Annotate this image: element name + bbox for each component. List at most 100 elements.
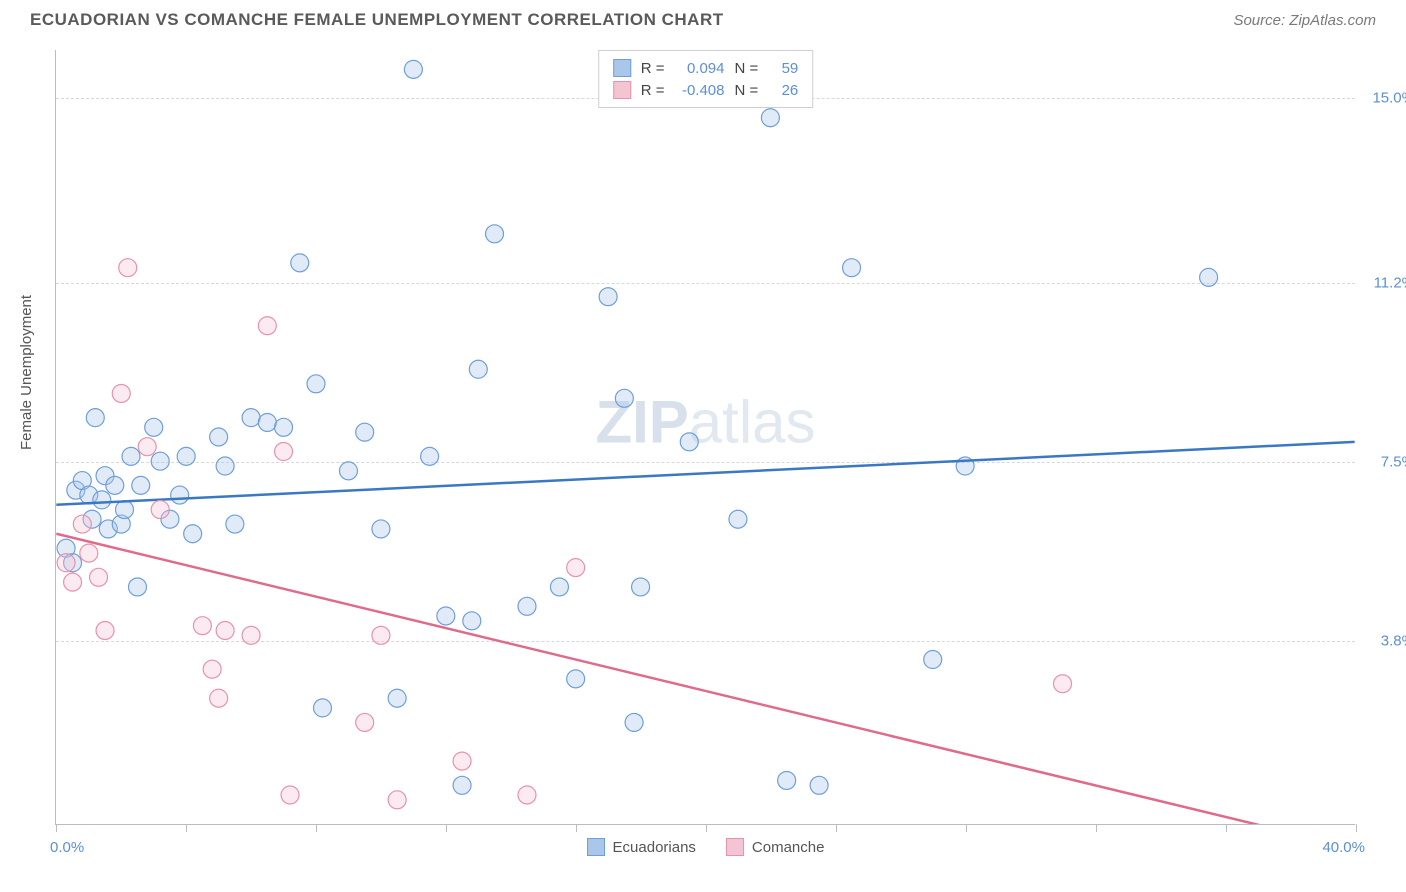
chart-header: ECUADORIAN VS COMANCHE FEMALE UNEMPLOYME… — [0, 0, 1406, 30]
data-point — [112, 384, 130, 402]
data-point — [453, 776, 471, 794]
data-point — [372, 626, 390, 644]
data-point — [275, 418, 293, 436]
x-tick — [706, 824, 707, 832]
data-point — [518, 786, 536, 804]
data-point — [281, 786, 299, 804]
data-point — [486, 225, 504, 243]
data-point — [567, 670, 585, 688]
x-min-label: 0.0% — [50, 839, 84, 856]
y-tick-label: 11.2% — [1374, 274, 1406, 291]
correlation-legend: R = 0.094 N = 59 R = -0.408 N = 26 — [598, 50, 814, 108]
data-point — [778, 771, 796, 789]
data-point — [184, 525, 202, 543]
data-point — [80, 544, 98, 562]
data-point — [625, 713, 643, 731]
data-point — [57, 554, 75, 572]
scatter-svg — [56, 50, 1355, 824]
x-max-label: 40.0% — [1322, 839, 1365, 856]
trend-line — [56, 442, 1354, 505]
data-point — [151, 501, 169, 519]
data-point — [469, 360, 487, 378]
data-point — [356, 713, 374, 731]
legend-item-comanche: Comanche — [726, 838, 825, 856]
data-point — [151, 452, 169, 470]
data-point — [599, 288, 617, 306]
data-point — [116, 501, 134, 519]
data-point — [96, 622, 114, 640]
legend-row-comanche: R = -0.408 N = 26 — [613, 79, 799, 101]
data-point — [843, 259, 861, 277]
data-point — [550, 578, 568, 596]
y-tick-label: 15.0% — [1372, 90, 1406, 107]
data-point — [171, 486, 189, 504]
data-point — [203, 660, 221, 678]
y-tick-label: 7.5% — [1381, 453, 1406, 470]
data-point — [453, 752, 471, 770]
data-point — [242, 409, 260, 427]
data-point — [307, 375, 325, 393]
data-point — [64, 573, 82, 591]
data-point — [138, 438, 156, 456]
series-legend: Ecuadorians Comanche — [587, 838, 825, 856]
data-point — [275, 443, 293, 461]
data-point — [518, 597, 536, 615]
legend-item-ecuadorians: Ecuadorians — [587, 838, 696, 856]
data-point — [119, 259, 137, 277]
data-point — [216, 457, 234, 475]
data-point — [128, 578, 146, 596]
y-axis-label: Female Unemployment — [18, 295, 35, 450]
source-label: Source: ZipAtlas.com — [1233, 12, 1376, 29]
data-point — [463, 612, 481, 630]
data-point — [258, 413, 276, 431]
data-point — [90, 568, 108, 586]
x-tick — [56, 824, 57, 832]
data-point — [210, 689, 228, 707]
data-point — [567, 559, 585, 577]
x-tick — [836, 824, 837, 832]
data-point — [193, 617, 211, 635]
data-point — [388, 689, 406, 707]
data-point — [106, 476, 124, 494]
data-point — [216, 622, 234, 640]
data-point — [132, 476, 150, 494]
data-point — [93, 491, 111, 509]
x-tick — [1226, 824, 1227, 832]
data-point — [761, 109, 779, 127]
trend-line — [56, 534, 1354, 824]
x-tick — [1356, 824, 1357, 832]
data-point — [810, 776, 828, 794]
data-point — [924, 651, 942, 669]
x-tick — [446, 824, 447, 832]
swatch-ecuadorians — [613, 59, 631, 77]
chart-plot-area: ZIPatlas R = 0.094 N = 59 R = -0.408 N =… — [55, 50, 1355, 825]
x-tick — [316, 824, 317, 832]
data-point — [291, 254, 309, 272]
data-point — [86, 409, 104, 427]
data-point — [372, 520, 390, 538]
data-point — [421, 447, 439, 465]
swatch-comanche — [613, 81, 631, 99]
data-point — [177, 447, 195, 465]
x-tick — [966, 824, 967, 832]
data-point — [145, 418, 163, 436]
data-point — [258, 317, 276, 335]
data-point — [339, 462, 357, 480]
data-point — [242, 626, 260, 644]
data-point — [356, 423, 374, 441]
data-point — [680, 433, 698, 451]
swatch-ecuadorians-icon — [587, 838, 605, 856]
x-tick — [186, 824, 187, 832]
data-point — [314, 699, 332, 717]
x-tick — [576, 824, 577, 832]
data-point — [404, 60, 422, 78]
legend-row-ecuadorians: R = 0.094 N = 59 — [613, 57, 799, 79]
data-point — [388, 791, 406, 809]
chart-title: ECUADORIAN VS COMANCHE FEMALE UNEMPLOYME… — [30, 10, 724, 30]
data-point — [210, 428, 228, 446]
data-point — [1200, 268, 1218, 286]
data-point — [615, 389, 633, 407]
x-tick — [1096, 824, 1097, 832]
data-point — [226, 515, 244, 533]
data-point — [122, 447, 140, 465]
